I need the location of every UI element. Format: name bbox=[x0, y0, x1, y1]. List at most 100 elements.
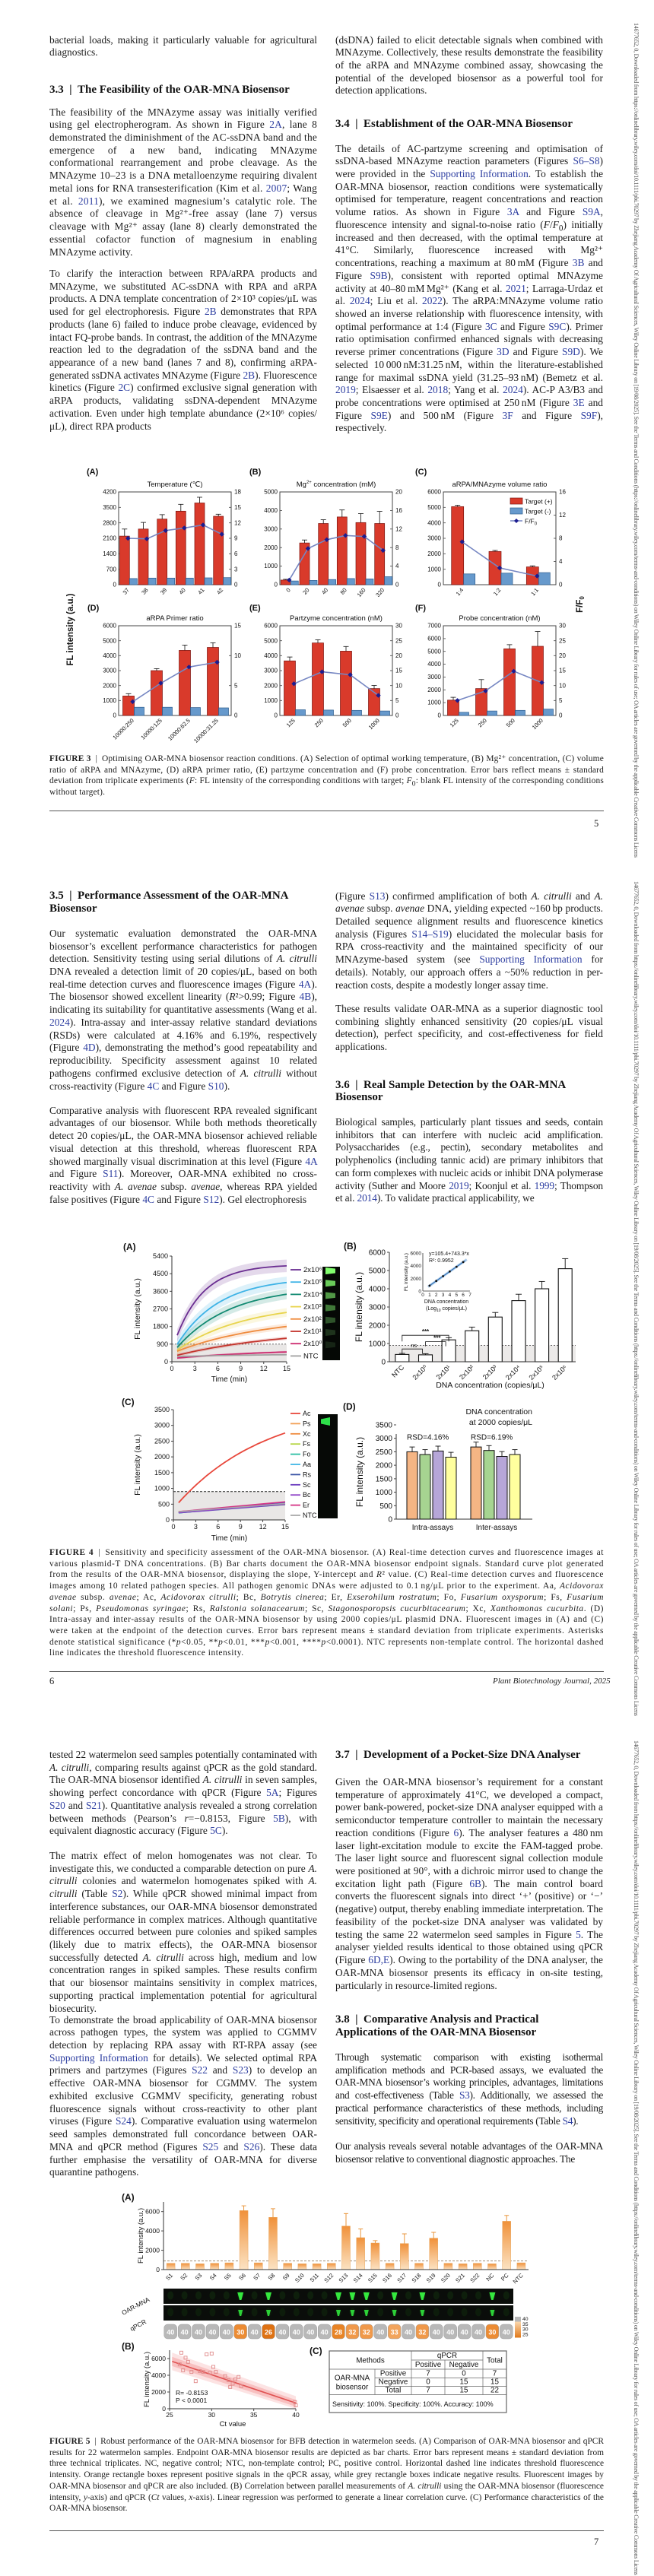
svg-text:0: 0 bbox=[395, 712, 399, 719]
svg-text:qPCR: qPCR bbox=[129, 2317, 148, 2332]
svg-text:0: 0 bbox=[381, 1359, 386, 1367]
svg-text:2800: 2800 bbox=[103, 519, 116, 526]
svg-text:0: 0 bbox=[284, 587, 292, 594]
svg-text:RSD=6.19%: RSD=6.19% bbox=[471, 1434, 513, 1442]
svg-text:(F): (F) bbox=[415, 604, 426, 613]
svg-text:S16: S16 bbox=[381, 2272, 393, 2284]
svg-text:7000: 7000 bbox=[427, 623, 441, 630]
svg-text:10000:62.5: 10000:62.5 bbox=[167, 717, 192, 742]
svg-text:15: 15 bbox=[234, 623, 241, 630]
svg-text:40: 40 bbox=[181, 2329, 189, 2336]
svg-text:1000: 1000 bbox=[369, 1340, 386, 1349]
svg-text:Negative: Negative bbox=[449, 2361, 479, 2369]
svg-text:2x10⁴: 2x10⁴ bbox=[504, 1363, 522, 1382]
svg-text:6000: 6000 bbox=[369, 1249, 386, 1258]
svg-text:S5: S5 bbox=[223, 2272, 233, 2282]
svg-text:(A): (A) bbox=[123, 1242, 136, 1252]
svg-text:25: 25 bbox=[395, 637, 402, 644]
svg-text:0: 0 bbox=[438, 712, 442, 719]
svg-text:15: 15 bbox=[281, 1523, 289, 1531]
svg-text:700: 700 bbox=[106, 566, 117, 573]
svg-text:10000:125: 10000:125 bbox=[139, 717, 163, 741]
svg-text:2x10¹: 2x10¹ bbox=[303, 1328, 322, 1336]
svg-text:10: 10 bbox=[234, 652, 241, 659]
svg-text:500: 500 bbox=[341, 717, 353, 728]
svg-text:22: 22 bbox=[490, 2387, 499, 2395]
svg-text:250: 250 bbox=[477, 717, 488, 728]
svg-text:30: 30 bbox=[559, 623, 566, 630]
svg-text:0: 0 bbox=[388, 1516, 392, 1524]
svg-text:40: 40 bbox=[208, 2329, 216, 2336]
svg-text:32: 32 bbox=[363, 2329, 370, 2336]
svg-text:FL intensity (a.u.): FL intensity (a.u.) bbox=[133, 1434, 142, 1496]
svg-text:S19: S19 bbox=[425, 2272, 437, 2284]
svg-text:40: 40 bbox=[503, 2329, 510, 2336]
svg-text:Negative: Negative bbox=[379, 2378, 408, 2387]
svg-text:FL intensity (a.u.): FL intensity (a.u.) bbox=[354, 1272, 364, 1342]
svg-text:41: 41 bbox=[196, 587, 205, 596]
svg-text:6: 6 bbox=[462, 1293, 465, 1298]
svg-text:15: 15 bbox=[559, 668, 566, 674]
svg-text:0: 0 bbox=[113, 712, 117, 719]
svg-text:32: 32 bbox=[348, 2329, 356, 2336]
svg-text:Aa: Aa bbox=[303, 1461, 311, 1468]
svg-text:3000: 3000 bbox=[264, 525, 278, 532]
svg-text:2x10⁴: 2x10⁴ bbox=[303, 1290, 322, 1299]
svg-text:2x10⁵: 2x10⁵ bbox=[528, 1363, 546, 1382]
svg-text:1: 1 bbox=[428, 1293, 431, 1298]
svg-text:30: 30 bbox=[237, 2329, 244, 2336]
svg-text:NTC: NTC bbox=[512, 2272, 525, 2286]
svg-text:S20: S20 bbox=[440, 2272, 452, 2284]
svg-text:1:2: 1:2 bbox=[492, 587, 503, 598]
svg-text:40: 40 bbox=[167, 2329, 174, 2336]
svg-text:3000: 3000 bbox=[154, 1422, 170, 1429]
svg-text:1800: 1800 bbox=[153, 1323, 168, 1331]
svg-text:6000: 6000 bbox=[427, 489, 441, 496]
svg-text:10000:250: 10000:250 bbox=[111, 717, 135, 741]
svg-text:aRPA Primer ratio: aRPA Primer ratio bbox=[146, 614, 203, 623]
svg-text:5: 5 bbox=[559, 697, 563, 704]
svg-text:39: 39 bbox=[159, 587, 168, 596]
svg-text:Ps: Ps bbox=[303, 1420, 311, 1427]
svg-text:(D): (D) bbox=[87, 604, 100, 613]
svg-text:40: 40 bbox=[251, 2329, 259, 2336]
svg-text:37: 37 bbox=[122, 587, 131, 596]
svg-text:2: 2 bbox=[435, 1293, 438, 1298]
svg-text:40: 40 bbox=[293, 2329, 300, 2336]
svg-text:FL intensity (a.u.): FL intensity (a.u.) bbox=[137, 2208, 145, 2264]
svg-text:(A): (A) bbox=[87, 468, 99, 477]
svg-text:biosensor: biosensor bbox=[336, 2383, 369, 2391]
svg-text:2x10⁰: 2x10⁰ bbox=[411, 1363, 429, 1382]
svg-text:PC: PC bbox=[500, 2272, 510, 2283]
svg-text:2000: 2000 bbox=[411, 1277, 422, 1282]
svg-text:2x10⁶: 2x10⁶ bbox=[551, 1363, 569, 1382]
svg-text:30: 30 bbox=[522, 2327, 529, 2333]
svg-text:2500: 2500 bbox=[376, 1448, 393, 1457]
svg-text:9: 9 bbox=[234, 535, 238, 542]
svg-text:40: 40 bbox=[321, 2329, 329, 2336]
svg-text:15: 15 bbox=[395, 668, 402, 674]
svg-text:20: 20 bbox=[395, 652, 402, 659]
svg-text:320: 320 bbox=[374, 587, 386, 598]
svg-text:3: 3 bbox=[194, 1523, 198, 1531]
svg-text:2000: 2000 bbox=[369, 1322, 386, 1331]
svg-text:20: 20 bbox=[301, 587, 310, 596]
svg-text:1500: 1500 bbox=[154, 1469, 170, 1477]
svg-text:2000: 2000 bbox=[264, 682, 278, 689]
svg-text:42: 42 bbox=[215, 587, 224, 596]
svg-text:Intra-assays: Intra-assays bbox=[412, 1524, 453, 1532]
svg-text:0: 0 bbox=[170, 1365, 173, 1372]
svg-text:4200: 4200 bbox=[103, 489, 116, 496]
svg-text:12: 12 bbox=[395, 525, 402, 532]
svg-text:2x10⁶: 2x10⁶ bbox=[303, 1266, 322, 1274]
svg-text:S15: S15 bbox=[367, 2272, 379, 2284]
svg-text:(E): (E) bbox=[249, 604, 261, 613]
svg-text:0: 0 bbox=[559, 582, 563, 588]
svg-text:4000: 4000 bbox=[151, 2371, 166, 2379]
svg-text:3500: 3500 bbox=[154, 1406, 170, 1413]
svg-text:4000: 4000 bbox=[427, 661, 441, 668]
svg-text:2000: 2000 bbox=[427, 550, 441, 557]
svg-text:3000: 3000 bbox=[264, 668, 278, 674]
svg-text:Mg2+ concentration (mM): Mg2+ concentration (mM) bbox=[297, 481, 376, 489]
svg-text:0: 0 bbox=[275, 582, 278, 588]
